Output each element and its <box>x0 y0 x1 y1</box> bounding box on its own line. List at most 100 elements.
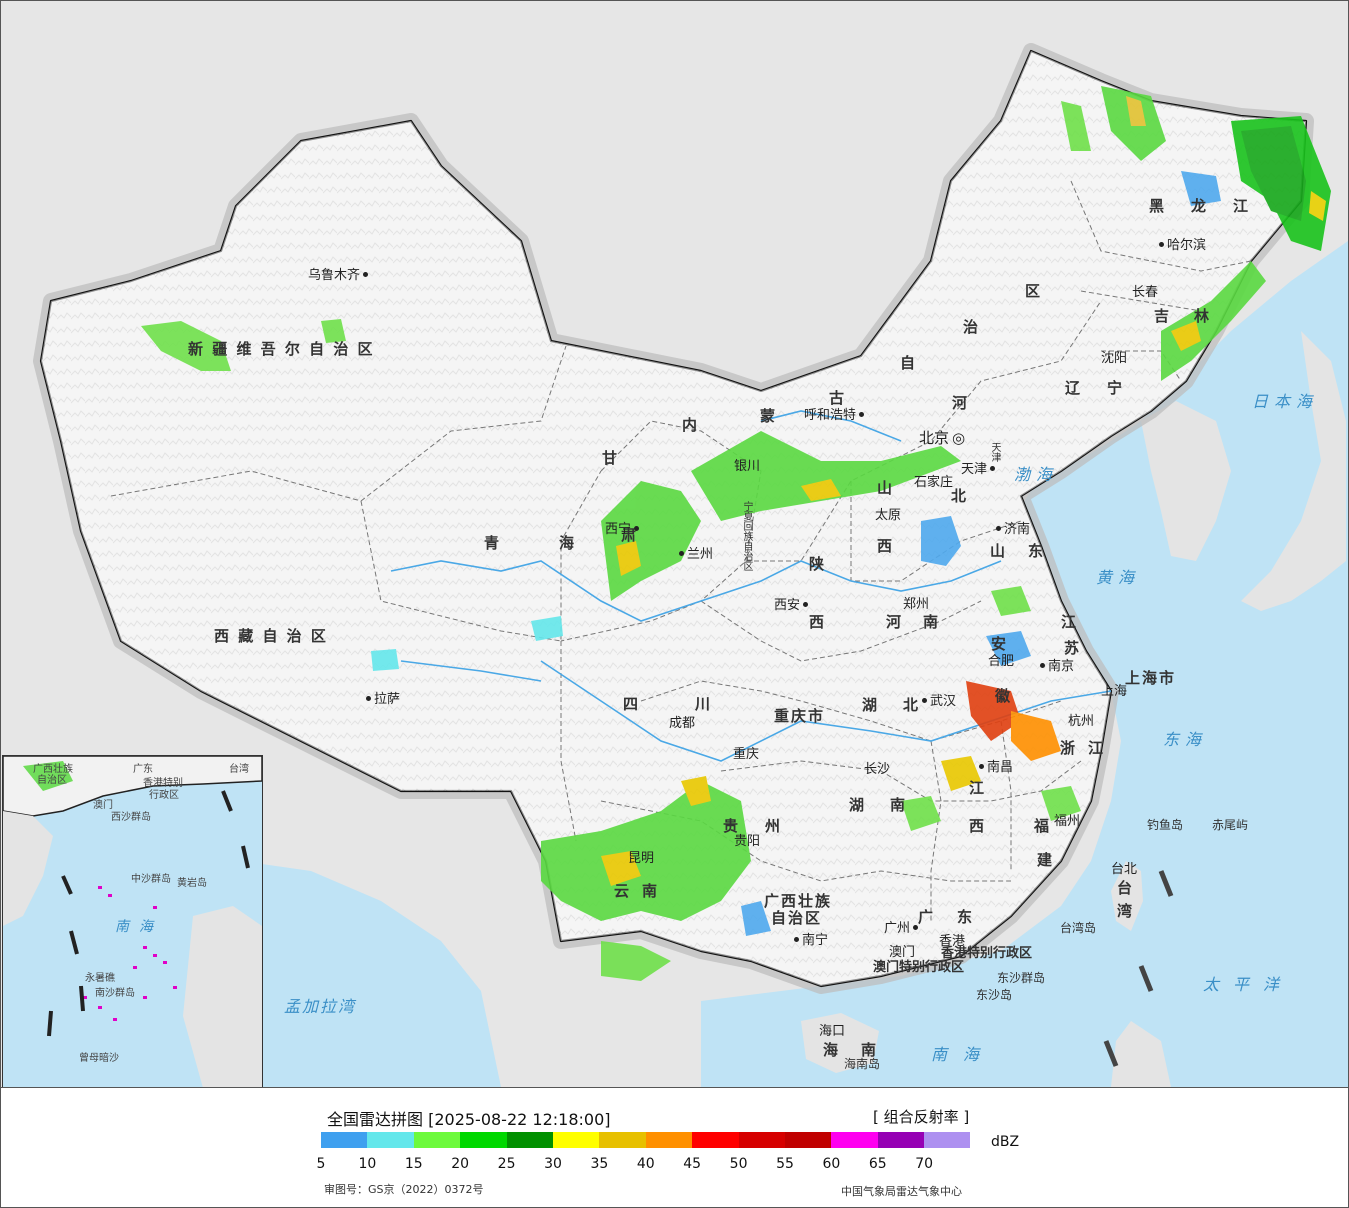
colorbar-cell-7 <box>645 1132 693 1148</box>
province-taiwan-1: 台 <box>1117 879 1135 897</box>
province-qinghai-2: 海 <box>559 534 577 552</box>
province-hebei-2: 北 <box>951 487 969 505</box>
colorbar-tick-25: 25 <box>497 1156 516 1172</box>
province-hainan-1: 海 <box>823 1041 841 1059</box>
province-neimenggu-3: 古 <box>829 389 847 407</box>
province-shandong-2: 东 <box>1028 542 1046 560</box>
province-zhejiang-2: 江 <box>1088 739 1106 757</box>
province-gansu-1: 甘 <box>602 449 620 467</box>
radar-map: 新 疆 维 吾 尔 自 治 区 西 藏 自 治 区 青 海 甘 肃 内 蒙 古 … <box>1 1 1348 1088</box>
hainan-island <box>801 1013 879 1073</box>
province-chongqing: 重庆市 <box>774 707 826 725</box>
city-hohhot: 呼和浩特 <box>804 409 867 422</box>
province-hunan-1: 湖 <box>849 796 867 814</box>
city-shanghai: 上海 <box>1101 684 1128 699</box>
province-taiwan-2: 湾 <box>1117 902 1135 920</box>
colorbar-tick-50: 50 <box>729 1156 748 1172</box>
island-chiwei: 赤尾屿 <box>1212 818 1249 832</box>
legend-approval-number: 审图号：GS京（2022）0372号 <box>324 1183 484 1196</box>
province-anhui-2: 徽 <box>995 687 1013 705</box>
legend-product: [ 组合反射率 ] <box>873 1108 970 1126</box>
philippines <box>1111 1021 1171 1087</box>
colorbar-cell-2 <box>413 1132 461 1148</box>
province-guangdong-2: 东 <box>957 908 975 926</box>
sea-pacific: 太平洋 <box>1203 975 1294 994</box>
ocean <box>701 1 1348 1087</box>
city-beijing: 北京 ◎ <box>919 429 966 447</box>
province-jiangsu-2: 苏 <box>1064 639 1082 657</box>
colorbar-cell-4 <box>506 1132 553 1148</box>
province-xizang: 西 藏 自 治 区 <box>214 627 328 645</box>
province-guizhou-2: 州 <box>765 817 783 835</box>
city-jinan: 济南 <box>993 523 1030 536</box>
colorbar-tick-20: 20 <box>451 1156 470 1172</box>
city-nanning: 南宁 <box>791 934 828 947</box>
province-henan-1: 河 <box>886 613 904 631</box>
sea-bengal: 孟加拉湾 <box>284 997 357 1016</box>
province-jilin-1: 吉 <box>1154 307 1172 325</box>
colorbar-tick-30: 30 <box>544 1156 562 1172</box>
province-heilongjiang-2: 龙 <box>1191 197 1209 215</box>
province-neimenggu-2: 蒙 <box>760 407 778 425</box>
legend-unit: dBZ <box>991 1134 1020 1150</box>
province-fujian-2: 建 <box>1037 851 1055 869</box>
sea-yellow: 黄海 <box>1096 568 1141 587</box>
city-lanzhou: 兰州 <box>676 548 713 561</box>
city-nanjing: 南京 <box>1037 660 1074 673</box>
colorbar-cell-1 <box>367 1132 414 1148</box>
city-hongkong: 香港 <box>939 934 966 949</box>
colorbar-tick-35: 35 <box>590 1156 609 1172</box>
city-kunming: 昆明 <box>628 851 655 866</box>
inset-label-6: 西沙群岛 <box>111 812 151 823</box>
province-shanghai: 上海市 <box>1125 669 1177 687</box>
province-hongkong: 香港特别行政区 <box>941 946 1033 961</box>
colorbar-cell-0 <box>321 1132 368 1148</box>
city-lhasa: 拉萨 <box>363 693 400 706</box>
colorbar-cell-10 <box>784 1132 832 1148</box>
korea <box>1141 401 1231 561</box>
colorbar-cell-3 <box>460 1132 507 1148</box>
province-shaanxi-2: 西 <box>809 613 827 631</box>
city-hangzhou: 杭州 <box>1068 714 1095 729</box>
city-taipei: 台北 <box>1111 862 1138 877</box>
province-jiangxi-2: 西 <box>969 817 987 835</box>
legend-source: 中国气象局雷达气象中心 <box>841 1185 962 1198</box>
colorbar-tick-40: 40 <box>636 1156 655 1172</box>
inset-label-9: 永暑礁 <box>85 973 115 984</box>
province-guangxi-2: 自治区 <box>771 909 823 927</box>
province-qinghai-1: 青 <box>484 534 502 552</box>
inset-label-10: 曾母暗沙 <box>79 1053 119 1064</box>
colorbar-cell-9 <box>738 1132 785 1148</box>
city-harbin: 哈尔滨 <box>1156 239 1206 252</box>
rivers <box>390 410 1112 762</box>
south-china-sea-inset: 广西壮族 自治区 广东 澳门 香港特别 行政区 西沙群岛 中沙群岛 南沙群岛 永… <box>2 755 263 1087</box>
province-guizhou-1: 贵 <box>723 817 741 835</box>
city-xian: 西安 <box>774 599 811 612</box>
province-anhui-1: 安 <box>991 635 1009 653</box>
island-dongsha-islands: 东沙群岛 <box>997 971 1046 985</box>
province-gansu-2: 肃 <box>621 526 639 544</box>
inset-sea-label: 南海 <box>115 919 163 935</box>
province-zhejiang-1: 浙 <box>1060 739 1078 757</box>
province-ningxia: 宁夏回族自治区 <box>741 501 752 571</box>
city-chengdu: 成都 <box>669 716 696 731</box>
city-xining: 西宁 <box>605 523 642 536</box>
city-shenyang: 沈阳 <box>1101 351 1128 366</box>
colorbar-cell-5 <box>552 1132 600 1148</box>
province-hubei-1: 湖 <box>862 696 880 714</box>
city-guiyang: 贵阳 <box>734 834 761 849</box>
island-diaoyu: 钓鱼岛 <box>1147 818 1184 832</box>
province-hainan-2: 南 <box>861 1041 879 1059</box>
nine-dash-line <box>1103 870 1174 1067</box>
province-hebei-1: 河 <box>952 394 970 412</box>
province-neimenggu-4: 自 <box>900 354 918 372</box>
inset-label-5: 行政区 <box>149 790 179 801</box>
city-changchun: 长春 <box>1132 285 1159 300</box>
province-xinjiang: 新 疆 维 吾 尔 自 治 区 <box>188 340 375 358</box>
province-sichuan-1: 四 <box>623 695 641 713</box>
colorbar-tick-70: 70 <box>915 1156 934 1172</box>
city-yinchuan: 银川 <box>734 459 761 474</box>
city-guangzhou: 广州 <box>884 922 921 935</box>
province-hubei-2: 北 <box>903 696 921 714</box>
